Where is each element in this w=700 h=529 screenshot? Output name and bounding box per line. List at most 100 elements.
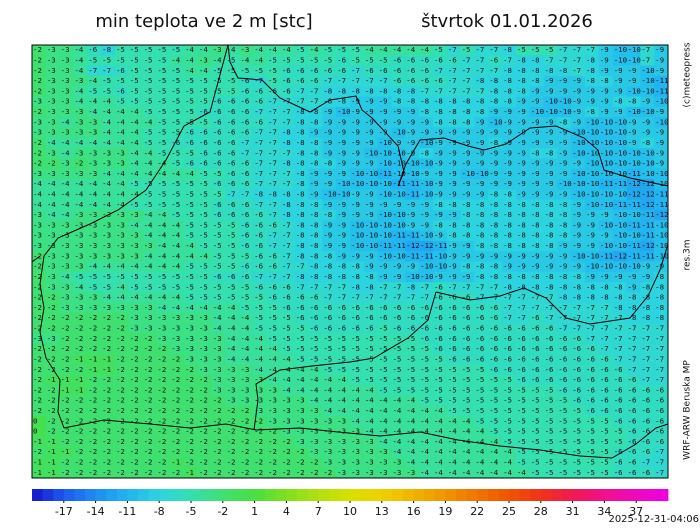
grid-value: -2 xyxy=(102,344,111,353)
grid-cell xyxy=(488,271,503,283)
grid-value: -6 xyxy=(392,324,401,333)
grid-cell xyxy=(101,230,116,242)
grid-value: -10 xyxy=(379,159,392,168)
grid-cell xyxy=(377,261,392,273)
grid-value: -8 xyxy=(558,220,567,229)
grid-value: -5 xyxy=(157,282,166,291)
grid-value: -7 xyxy=(240,189,249,198)
grid-value: -6 xyxy=(392,313,401,322)
grid-value: -5 xyxy=(558,427,567,436)
grid-value: -11 xyxy=(434,241,447,250)
grid-value: -8 xyxy=(489,272,498,281)
grid-value: -4 xyxy=(351,385,360,394)
grid-value: -8 xyxy=(655,313,664,322)
grid-cell xyxy=(432,55,448,67)
grid-value: -10 xyxy=(600,241,613,250)
grid-value: -10 xyxy=(379,220,392,229)
grid-cell xyxy=(128,189,144,201)
grid-cell xyxy=(253,209,268,221)
grid-value: -2 xyxy=(130,427,139,436)
grid-cell xyxy=(73,75,88,87)
grid-value: -8 xyxy=(517,200,526,209)
grid-cell xyxy=(336,117,351,128)
grid-cell xyxy=(405,292,420,304)
grid-cell xyxy=(184,230,199,242)
grid-cell xyxy=(101,65,116,77)
grid-value: -5 xyxy=(185,282,194,291)
grid-cell xyxy=(529,271,545,283)
grid-cell xyxy=(391,75,406,87)
grid-value: -4 xyxy=(199,45,208,54)
grid-value: -7 xyxy=(282,220,291,229)
grid-cell xyxy=(239,313,254,324)
grid-value: -9 xyxy=(323,117,332,126)
grid-cell xyxy=(585,106,600,118)
grid-value: -6 xyxy=(448,334,457,343)
grid-value: -7 xyxy=(641,344,650,353)
grid-value: -2 xyxy=(116,334,125,343)
grid-value: -5 xyxy=(586,427,595,436)
grid-value: -10 xyxy=(600,169,613,178)
grid-value: -6 xyxy=(392,303,401,312)
grid-cell xyxy=(170,282,185,293)
grid-value: -8 xyxy=(545,148,554,157)
grid-cell xyxy=(184,199,199,211)
grid-value: -10 xyxy=(614,231,627,240)
grid-value: -9 xyxy=(310,189,319,198)
grid-cell xyxy=(170,230,185,242)
grid-value: -9 xyxy=(337,220,346,229)
grid-value: -5 xyxy=(600,447,609,456)
grid-value: -5 xyxy=(406,385,415,394)
grid-value: -3 xyxy=(185,354,194,363)
grid-value: -8 xyxy=(614,97,623,106)
grid-value: -6 xyxy=(420,55,429,64)
grid-cell xyxy=(59,96,74,108)
grid-value: -5 xyxy=(337,45,346,54)
grid-value: -3 xyxy=(130,324,139,333)
grid-cell xyxy=(432,261,448,273)
grid-value: -5 xyxy=(310,55,319,64)
grid-cell xyxy=(626,292,641,304)
grid-cell xyxy=(626,282,641,293)
grid-value: -3 xyxy=(61,159,70,168)
grid-value: -2 xyxy=(130,468,139,477)
grid-cell xyxy=(322,230,337,242)
grid-cell xyxy=(543,302,558,314)
grid-value: -3 xyxy=(61,262,70,271)
grid-value: -2 xyxy=(130,406,139,415)
grid-value: -7 xyxy=(655,375,664,384)
grid-cell xyxy=(557,323,572,335)
grid-value: -9 xyxy=(323,169,332,178)
grid-cell xyxy=(322,45,337,56)
grid-cell xyxy=(308,261,323,273)
grid-cell xyxy=(350,137,365,149)
grid-value: -9 xyxy=(641,117,650,126)
grid-cell xyxy=(184,168,199,180)
grid-value: -7 xyxy=(558,45,567,54)
grid-cell xyxy=(474,364,489,376)
grid-value: -9 xyxy=(392,138,401,147)
grid-value: -4 xyxy=(171,169,180,178)
grid-value: -6 xyxy=(462,324,471,333)
colorbar-segment xyxy=(85,489,96,501)
grid-value: -6 xyxy=(462,303,471,312)
grid-value: -5 xyxy=(310,344,319,353)
grid-cell xyxy=(585,343,600,355)
grid-cell xyxy=(73,333,88,345)
grid-value: -2 xyxy=(185,458,194,467)
grid-value: -9 xyxy=(503,128,512,137)
grid-value: -5 xyxy=(531,385,540,394)
grid-value: -6 xyxy=(116,86,125,95)
grid-cell xyxy=(377,189,392,201)
grid-value: -9 xyxy=(337,148,346,157)
grid-value: -7 xyxy=(517,293,526,302)
grid-cell xyxy=(446,261,462,273)
grid-cell xyxy=(363,261,379,273)
grid-value: -6 xyxy=(531,344,540,353)
grid-value: -7 xyxy=(641,375,650,384)
grid-value: -6 xyxy=(531,354,540,363)
grid-value: -2 xyxy=(254,458,263,467)
grid-value: -8 xyxy=(600,282,609,291)
grid-cell xyxy=(612,65,628,77)
grid-value: -3 xyxy=(351,458,360,467)
